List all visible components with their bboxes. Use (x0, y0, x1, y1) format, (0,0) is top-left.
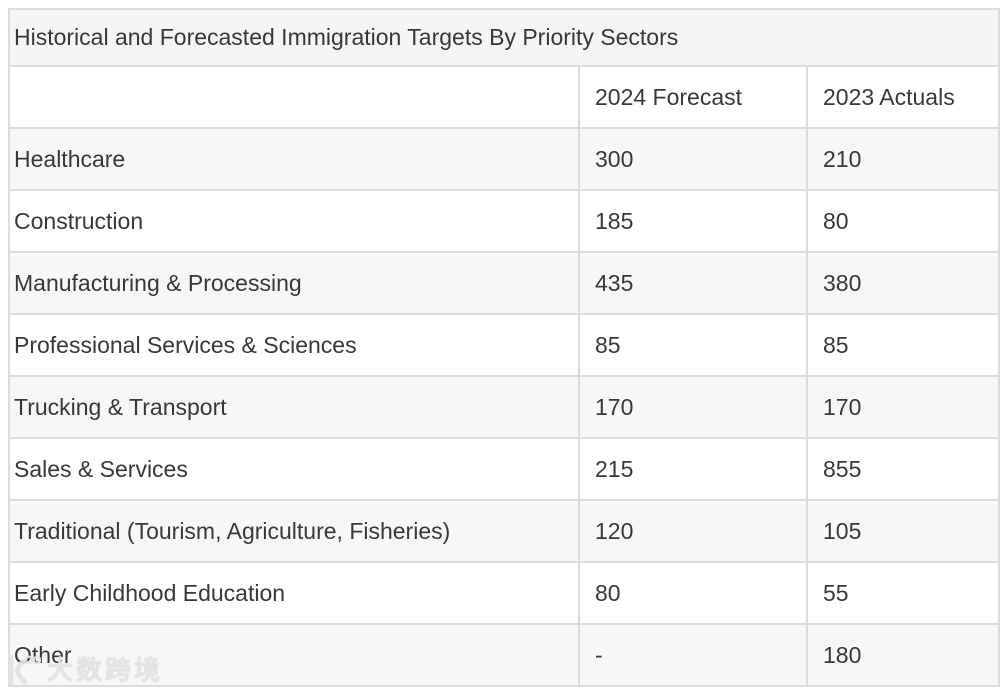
actuals-2023-cell: 170 (805, 375, 1001, 439)
sector-cell: Other (8, 623, 580, 687)
forecast-2024-cell: 170 (578, 375, 808, 439)
sector-cell: Manufacturing & Processing (8, 251, 580, 315)
column-header-2023-actuals: 2023 Actuals (805, 65, 1001, 129)
sector-cell: Construction (8, 189, 580, 253)
actuals-2023-cell: 210 (805, 127, 1001, 191)
actuals-2023-cell: 55 (805, 561, 1001, 625)
forecast-2024-cell: 80 (578, 561, 808, 625)
table-row-other: Other - 180 (8, 623, 1001, 687)
forecast-2024-cell: 185 (578, 189, 808, 253)
table-row-early-childhood-education: Early Childhood Education 80 55 (8, 561, 1001, 625)
table-row-healthcare: Healthcare 300 210 (8, 127, 1001, 191)
table-row-sales-services: Sales & Services 215 855 (8, 437, 1001, 501)
actuals-2023-cell: 380 (805, 251, 1001, 315)
sector-cell: Sales & Services (8, 437, 580, 501)
sector-cell: Professional Services & Sciences (8, 313, 580, 377)
forecast-2024-cell: 435 (578, 251, 808, 315)
immigration-targets-table: Historical and Forecasted Immigration Ta… (7, 8, 1001, 687)
table-title-row: Historical and Forecasted Immigration Ta… (7, 8, 1001, 67)
forecast-2024-cell: 215 (578, 437, 808, 501)
sector-cell: Healthcare (8, 127, 580, 191)
table-row-traditional: Traditional (Tourism, Agriculture, Fishe… (8, 499, 1001, 563)
sector-cell: Traditional (Tourism, Agriculture, Fishe… (8, 499, 580, 563)
table-title: Historical and Forecasted Immigration Ta… (7, 8, 1001, 67)
forecast-2024-cell: 85 (578, 313, 808, 377)
table-row-professional-services-sciences: Professional Services & Sciences 85 85 (8, 313, 1001, 377)
sector-cell: Early Childhood Education (8, 561, 580, 625)
actuals-2023-cell: 85 (805, 313, 1001, 377)
column-header-sector (8, 65, 580, 129)
column-header-2024-forecast: 2024 Forecast (578, 65, 808, 129)
forecast-2024-cell: 120 (578, 499, 808, 563)
table-row-construction: Construction 185 80 (8, 189, 1001, 253)
table-row-trucking-transport: Trucking & Transport 170 170 (8, 375, 1001, 439)
forecast-2024-cell: - (578, 623, 808, 687)
forecast-2024-cell: 300 (578, 127, 808, 191)
actuals-2023-cell: 105 (805, 499, 1001, 563)
table-row-manufacturing-processing: Manufacturing & Processing 435 380 (8, 251, 1001, 315)
table-header-row: 2024 Forecast 2023 Actuals (8, 65, 1001, 129)
actuals-2023-cell: 855 (805, 437, 1001, 501)
sector-cell: Trucking & Transport (8, 375, 580, 439)
actuals-2023-cell: 180 (805, 623, 1001, 687)
actuals-2023-cell: 80 (805, 189, 1001, 253)
